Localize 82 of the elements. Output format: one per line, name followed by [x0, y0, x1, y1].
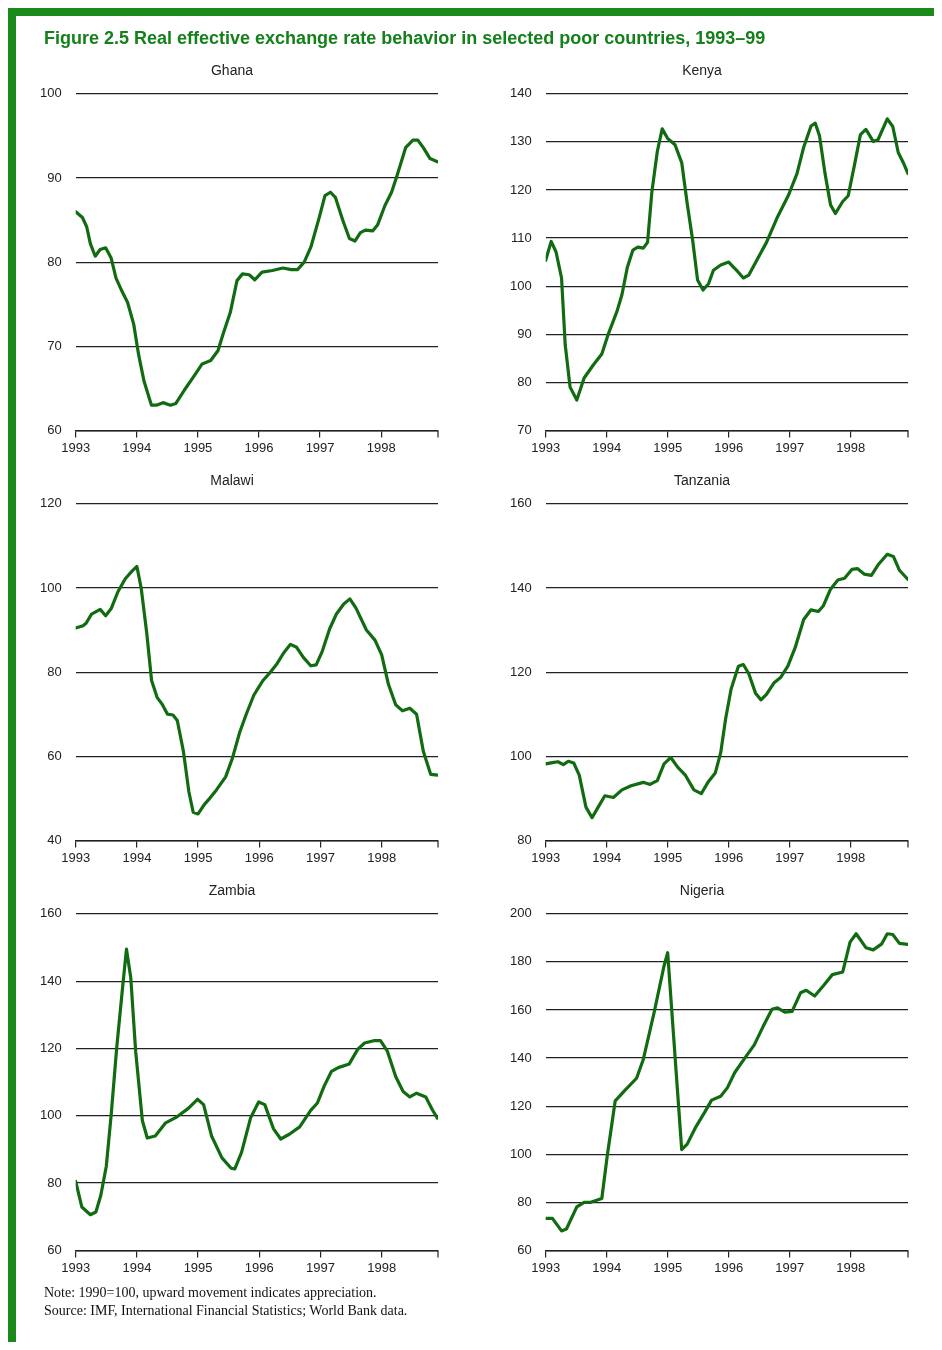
x-tick-label: 1993	[531, 439, 561, 455]
y-tick-label: 100	[39, 1107, 62, 1123]
x-tick-label: 1993	[531, 1259, 561, 1275]
y-tick-label: 160	[509, 1001, 532, 1017]
x-tick-label: 1997	[306, 849, 335, 865]
y-tick-label: 140	[509, 85, 532, 101]
y-tick-label: 160	[39, 905, 62, 921]
x-tick-label: 1996	[244, 439, 274, 455]
x-tick-label: 1994	[122, 849, 152, 865]
x-tick-label: 1995	[183, 1259, 213, 1275]
y-tick-label: 100	[509, 277, 532, 293]
y-tick-label: 180	[509, 953, 532, 969]
x-tick-label: 1995	[653, 1259, 683, 1275]
x-tick-label: 1993	[61, 439, 91, 455]
x-tick-label: 1995	[183, 439, 213, 455]
x-tick-label: 1995	[653, 439, 683, 455]
x-tick-label: 1993	[61, 849, 91, 865]
y-tick-label: 80	[517, 373, 532, 389]
x-tick-label: 1995	[653, 849, 683, 865]
x-tick-label: 1996	[244, 849, 274, 865]
x-tick-label: 1994	[592, 439, 622, 455]
y-tick-label: 60	[47, 1241, 62, 1257]
x-tick-label: 1994	[122, 1259, 152, 1275]
x-tick-label: 1995	[183, 849, 213, 865]
y-tick-label: 100	[509, 1145, 532, 1161]
y-tick-label: 40	[47, 831, 62, 847]
source-note: Source: IMF, International Financial Statistics; World Bank data.	[44, 1303, 409, 1319]
y-tick-label: 200	[509, 905, 532, 921]
x-tick-label: 1998	[836, 849, 866, 865]
y-tick-label: 70	[47, 337, 62, 353]
y-tick-label: 100	[39, 579, 62, 595]
x-tick-label: 1997	[775, 1259, 805, 1275]
chart-title: Tanzania	[673, 472, 731, 489]
chart-title: Nigeria	[679, 882, 725, 899]
chart-title: Ghana	[210, 62, 254, 79]
y-tick-label: 80	[517, 1193, 532, 1209]
x-tick-label: 1997	[775, 439, 805, 455]
y-tick-label: 120	[509, 1097, 532, 1113]
x-tick-label: 1993	[531, 849, 561, 865]
x-tick-label: 1998	[836, 1259, 866, 1275]
y-tick-label: 120	[509, 663, 532, 679]
y-tick-label: 160	[509, 495, 532, 511]
chart-title: Kenya	[682, 62, 723, 79]
chart-title: Zambia	[208, 882, 256, 899]
x-tick-label: 1997	[305, 439, 335, 455]
y-tick-label: 120	[39, 495, 62, 511]
x-tick-label: 1996	[714, 1259, 744, 1275]
y-tick-label: 140	[509, 579, 532, 595]
x-tick-label: 1997	[775, 849, 805, 865]
y-tick-label: 70	[517, 421, 532, 437]
y-tick-label: 60	[517, 1241, 532, 1257]
y-tick-label: 120	[509, 181, 532, 197]
y-tick-label: 60	[47, 421, 62, 437]
y-tick-label: 120	[39, 1040, 62, 1056]
x-tick-label: 1998	[367, 1259, 397, 1275]
x-tick-label: 1998	[836, 439, 866, 455]
x-tick-label: 1994	[122, 439, 152, 455]
x-tick-label: 1996	[714, 439, 744, 455]
y-tick-label: 80	[47, 1174, 62, 1190]
y-tick-label: 100	[509, 747, 532, 763]
y-tick-label: 110	[510, 229, 532, 245]
y-tick-label: 130	[509, 133, 532, 149]
y-tick-label: 80	[47, 663, 62, 679]
y-tick-label: 90	[517, 325, 532, 341]
x-tick-label: 1996	[714, 849, 744, 865]
text: Note: 1990=100, upward movement indicates appreciation.	[44, 1285, 378, 1301]
x-tick-label: 1994	[592, 1259, 622, 1275]
y-tick-label: 80	[47, 253, 62, 269]
y-tick-label: 90	[47, 169, 62, 185]
chart-title: Malawi	[210, 472, 254, 489]
x-tick-label: 1993	[61, 1259, 91, 1275]
x-tick-label: 1998	[367, 849, 397, 865]
x-tick-label: 1997	[306, 1259, 335, 1275]
y-tick-label: 80	[517, 831, 532, 847]
x-tick-label: 1994	[592, 849, 622, 865]
y-tick-label: 60	[47, 747, 62, 763]
y-tick-label: 140	[39, 972, 62, 988]
x-tick-label: 1998	[366, 439, 396, 455]
x-tick-label: 1996	[244, 1259, 274, 1275]
y-tick-label: 100	[39, 85, 62, 101]
caption: Figure 2.5 Real effective exchange rate behavior in selected poor countries, 1993–99	[44, 28, 767, 49]
y-tick-label: 140	[509, 1049, 532, 1065]
